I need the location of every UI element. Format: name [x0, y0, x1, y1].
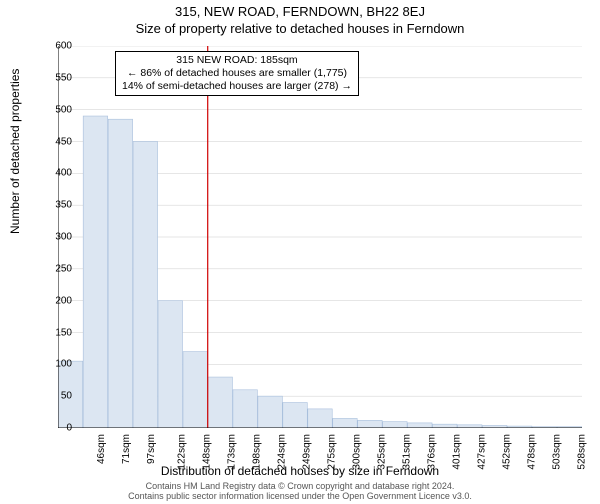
subtitle: Size of property relative to detached ho… — [0, 21, 600, 36]
x-tick-label: 97sqm — [146, 434, 157, 464]
annotation-line1: 315 NEW ROAD: 185sqm — [122, 54, 352, 67]
y-tick-label: 150 — [55, 327, 72, 338]
address-title: 315, NEW ROAD, FERNDOWN, BH22 8EJ — [0, 4, 600, 19]
annotation-box: 315 NEW ROAD: 185sqm ← 86% of detached h… — [115, 51, 359, 96]
y-tick-label: 500 — [55, 104, 72, 115]
y-tick-label: 0 — [66, 423, 72, 434]
chart-container: 315, NEW ROAD, FERNDOWN, BH22 8EJ Size o… — [0, 4, 600, 504]
y-tick-label: 350 — [55, 200, 72, 211]
x-tick-label: 46sqm — [96, 434, 107, 464]
y-tick-label: 600 — [55, 41, 72, 52]
histogram-plot — [58, 46, 582, 428]
footer-line2: Contains public sector information licen… — [0, 492, 600, 502]
annotation-line2: ← 86% of detached houses are smaller (1,… — [122, 67, 352, 80]
y-axis-label: Number of detached properties — [8, 69, 22, 234]
chart-area — [58, 46, 582, 428]
annotation-line3: 14% of semi-detached houses are larger (… — [122, 80, 352, 93]
y-tick-label: 300 — [55, 232, 72, 243]
y-tick-label: 200 — [55, 295, 72, 306]
y-tick-label: 550 — [55, 72, 72, 83]
y-tick-label: 50 — [61, 391, 72, 402]
x-tick-label: 71sqm — [121, 434, 132, 464]
y-tick-label: 100 — [55, 359, 72, 370]
y-tick-label: 450 — [55, 136, 72, 147]
footer: Contains HM Land Registry data © Crown c… — [0, 482, 600, 502]
y-tick-label: 400 — [55, 168, 72, 179]
x-axis-label: Distribution of detached houses by size … — [0, 464, 600, 478]
y-tick-label: 250 — [55, 263, 72, 274]
